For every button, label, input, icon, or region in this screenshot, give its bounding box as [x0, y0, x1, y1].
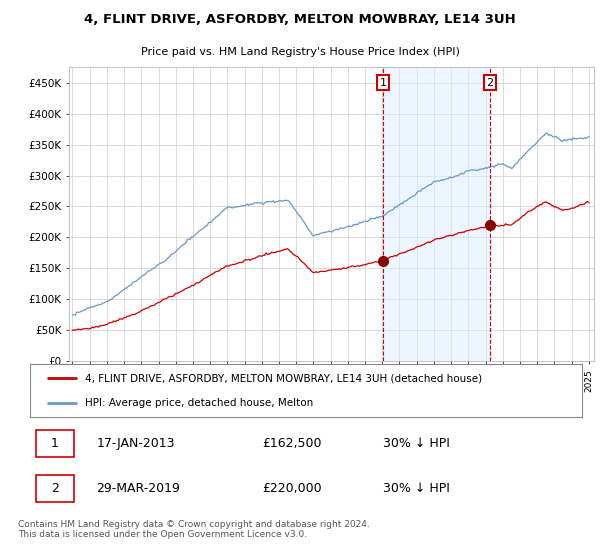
- Text: 17-JAN-2013: 17-JAN-2013: [96, 437, 175, 450]
- Text: HPI: Average price, detached house, Melton: HPI: Average price, detached house, Melt…: [85, 398, 313, 408]
- FancyBboxPatch shape: [35, 475, 74, 502]
- Text: 1: 1: [51, 437, 59, 450]
- Text: 1: 1: [379, 78, 386, 88]
- Text: 2: 2: [51, 482, 59, 495]
- Text: £220,000: £220,000: [262, 482, 322, 495]
- Text: £162,500: £162,500: [262, 437, 322, 450]
- Text: Contains HM Land Registry data © Crown copyright and database right 2024.
This d: Contains HM Land Registry data © Crown c…: [18, 520, 370, 539]
- Text: 29-MAR-2019: 29-MAR-2019: [96, 482, 180, 495]
- Text: 4, FLINT DRIVE, ASFORDBY, MELTON MOWBRAY, LE14 3UH: 4, FLINT DRIVE, ASFORDBY, MELTON MOWBRAY…: [84, 13, 516, 26]
- Text: 30% ↓ HPI: 30% ↓ HPI: [383, 482, 450, 495]
- FancyBboxPatch shape: [35, 430, 74, 457]
- Text: 4, FLINT DRIVE, ASFORDBY, MELTON MOWBRAY, LE14 3UH (detached house): 4, FLINT DRIVE, ASFORDBY, MELTON MOWBRAY…: [85, 374, 482, 384]
- Text: Price paid vs. HM Land Registry's House Price Index (HPI): Price paid vs. HM Land Registry's House …: [140, 47, 460, 57]
- Text: 30% ↓ HPI: 30% ↓ HPI: [383, 437, 450, 450]
- Text: 2: 2: [486, 78, 493, 88]
- Bar: [383, 67, 490, 361]
